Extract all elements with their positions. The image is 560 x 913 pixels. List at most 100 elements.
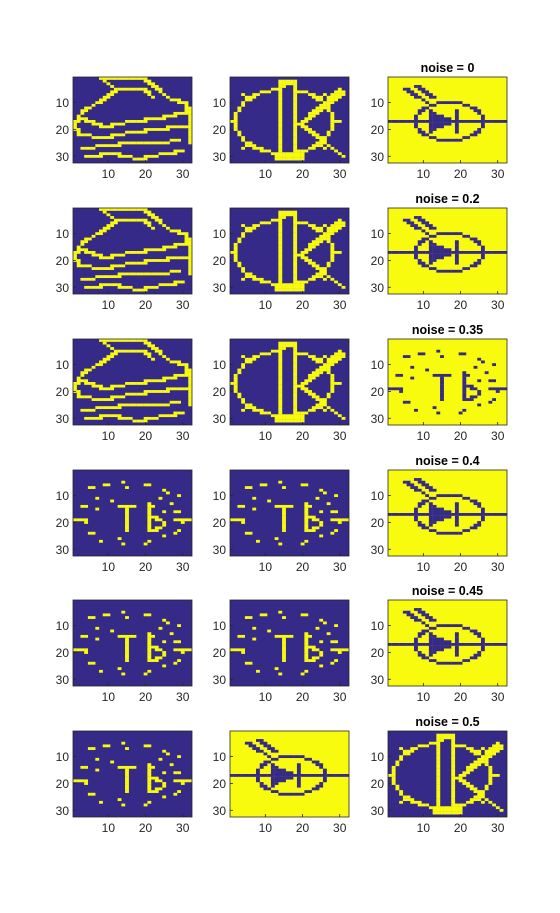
heatmap-cell [327,104,331,107]
heatmap-cell [301,120,305,123]
heatmap-cell [459,809,463,812]
heatmap-cell [304,90,308,93]
heatmap-cell [388,513,392,516]
heatmap-cell [312,131,316,134]
heatmap-cell [278,420,282,423]
heatmap-cell [338,648,342,651]
heatmap-cell [293,774,297,777]
heatmap-cell [155,117,159,120]
heatmap-cell [330,147,334,150]
heatmap-cell [436,248,440,251]
heatmap-cell [278,401,282,404]
heatmap-cell [252,409,256,412]
heatmap-cell [470,398,474,401]
heatmap-cell [173,374,177,377]
heatmap-cell [407,796,411,799]
heatmap-cell [319,358,323,361]
heatmap-cell [429,123,433,126]
heatmap-cell [330,227,334,230]
heatmap-cell [188,401,192,404]
heatmap-cell [293,136,297,139]
heatmap-cell [451,747,455,750]
heatmap-cell [308,355,312,358]
heatmap-cell [312,526,316,529]
heatmap-cell [327,227,331,230]
heatmap-cell [474,131,478,134]
heatmap-cell [481,796,485,799]
heatmap-cell [481,793,485,796]
heatmap-cell [316,109,320,112]
heatmap-cell [293,80,297,83]
heatmap-cell [301,256,305,259]
heatmap-cell [177,755,181,758]
heatmap-cell [278,286,282,289]
heatmap-cell [436,766,440,769]
heatmap-cell [125,774,129,777]
heatmap-cell [414,478,418,481]
heatmap-cell [159,283,163,286]
heatmap-cell [418,112,422,115]
heatmap-cell [455,115,459,118]
heatmap-cell [129,350,133,353]
x-tick-label: 10 [417,821,431,835]
heatmap-cell [451,755,455,758]
heatmap-cell [403,513,407,516]
heatmap-cell [304,513,308,516]
heatmap-cell [455,646,459,649]
heatmap-cell [477,131,481,134]
heatmap-cell [304,659,308,662]
heatmap-cell [444,532,448,535]
heatmap-cell [99,232,103,235]
heatmap-cell [440,393,444,396]
heatmap-cell [492,513,496,516]
heatmap-cell [282,635,286,638]
heatmap-cell [462,251,466,254]
heatmap-cell [278,150,282,153]
heatmap-cell [503,251,507,254]
heatmap-cell [267,744,271,747]
heatmap-cell [84,379,88,382]
heatmap-cell [256,769,260,772]
heatmap-cell [330,123,334,126]
heatmap-cell [237,518,241,521]
heatmap-cell [147,648,151,651]
heatmap-cell [129,120,133,123]
heatmap-cell [252,147,256,150]
heatmap-cell [474,763,478,766]
heatmap-cell [133,77,137,80]
heatmap-cell [330,259,334,262]
heatmap-cell [436,270,440,273]
heatmap-cell [297,123,301,126]
heatmap-cell [496,251,500,254]
heatmap-cell [293,128,297,131]
heatmap-cell [455,139,459,142]
heatmap-cell [286,80,290,83]
heatmap-cell [114,339,118,342]
heatmap-cell [301,414,305,417]
heatmap-cell [436,812,440,815]
heatmap-cell [440,395,444,398]
heatmap-cell [267,755,271,758]
heatmap-cell [293,361,297,364]
heatmap-cell [155,216,159,219]
heatmap-cell [252,96,256,99]
heatmap-cell [173,518,177,521]
heatmap-cell [293,150,297,153]
heatmap-cell [392,120,396,123]
heatmap-cell [304,643,308,646]
heatmap-cell [425,486,429,489]
heatmap-cell [466,267,470,270]
heatmap-cell [188,379,192,382]
x-tick-label: 10 [417,429,431,443]
heatmap-cell [282,152,286,155]
heatmap-cell [147,801,151,804]
heatmap-cell [304,508,308,511]
panel-title: noise = 0.35 [412,323,483,337]
heatmap-cell [433,112,437,115]
heatmap-cell [323,369,327,372]
heatmap-cell [293,139,297,142]
heatmap-cell [474,798,478,801]
y-tick-label: 20 [56,123,70,137]
heatmap-cell [234,112,238,115]
heatmap-cell [444,494,448,497]
